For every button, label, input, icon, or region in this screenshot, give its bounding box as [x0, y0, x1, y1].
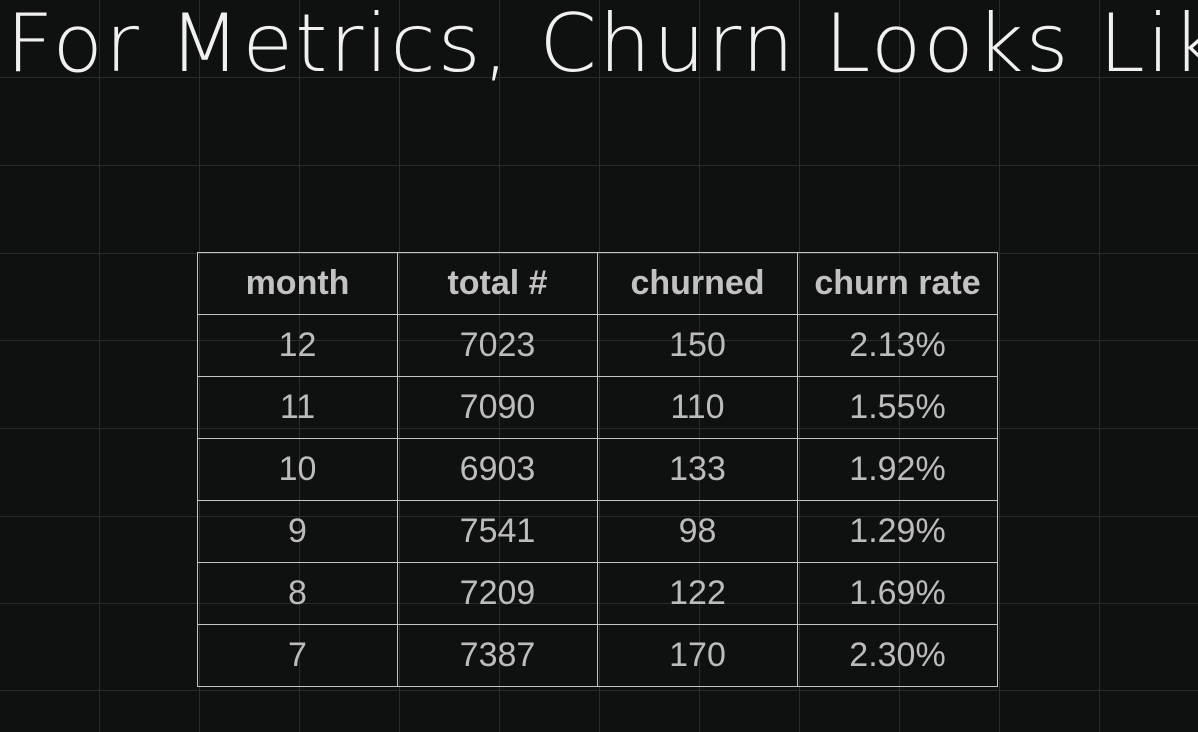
- cell-month: 10: [197, 438, 398, 501]
- cell-churned: 110: [597, 376, 798, 439]
- table-row: 12 7023 150 2.13%: [197, 314, 998, 377]
- cell-churned: 122: [597, 562, 798, 625]
- table-row: 7 7387 170 2.30%: [197, 624, 998, 687]
- cell-churn-rate: 2.13%: [797, 314, 998, 377]
- cell-total: 7209: [397, 562, 598, 625]
- table-row: 9 7541 98 1.29%: [197, 500, 998, 563]
- cell-churned: 133: [597, 438, 798, 501]
- cell-month: 9: [197, 500, 398, 563]
- slide-title: For Metrics, Churn Looks Like...: [6, 0, 1198, 90]
- table-header-row: month total # churned churn rate: [197, 252, 998, 315]
- cell-month: 11: [197, 376, 398, 439]
- column-header-month: month: [197, 252, 398, 315]
- cell-churn-rate: 1.69%: [797, 562, 998, 625]
- cell-churned: 170: [597, 624, 798, 687]
- cell-month: 12: [197, 314, 398, 377]
- cell-churn-rate: 1.55%: [797, 376, 998, 439]
- cell-total: 7023: [397, 314, 598, 377]
- table-row: 11 7090 110 1.55%: [197, 376, 998, 439]
- cell-churn-rate: 1.92%: [797, 438, 998, 501]
- cell-total: 7387: [397, 624, 598, 687]
- cell-churn-rate: 1.29%: [797, 500, 998, 563]
- cell-total: 7541: [397, 500, 598, 563]
- table-row: 10 6903 133 1.92%: [197, 438, 998, 501]
- cell-churned: 150: [597, 314, 798, 377]
- cell-total: 7090: [397, 376, 598, 439]
- churn-table: month total # churned churn rate 12 7023…: [197, 252, 998, 687]
- cell-month: 7: [197, 624, 398, 687]
- cell-total: 6903: [397, 438, 598, 501]
- cell-churn-rate: 2.30%: [797, 624, 998, 687]
- column-header-total: total #: [397, 252, 598, 315]
- cell-churned: 98: [597, 500, 798, 563]
- column-header-churned: churned: [597, 252, 798, 315]
- column-header-churn-rate: churn rate: [797, 252, 998, 315]
- table-row: 8 7209 122 1.69%: [197, 562, 998, 625]
- cell-month: 8: [197, 562, 398, 625]
